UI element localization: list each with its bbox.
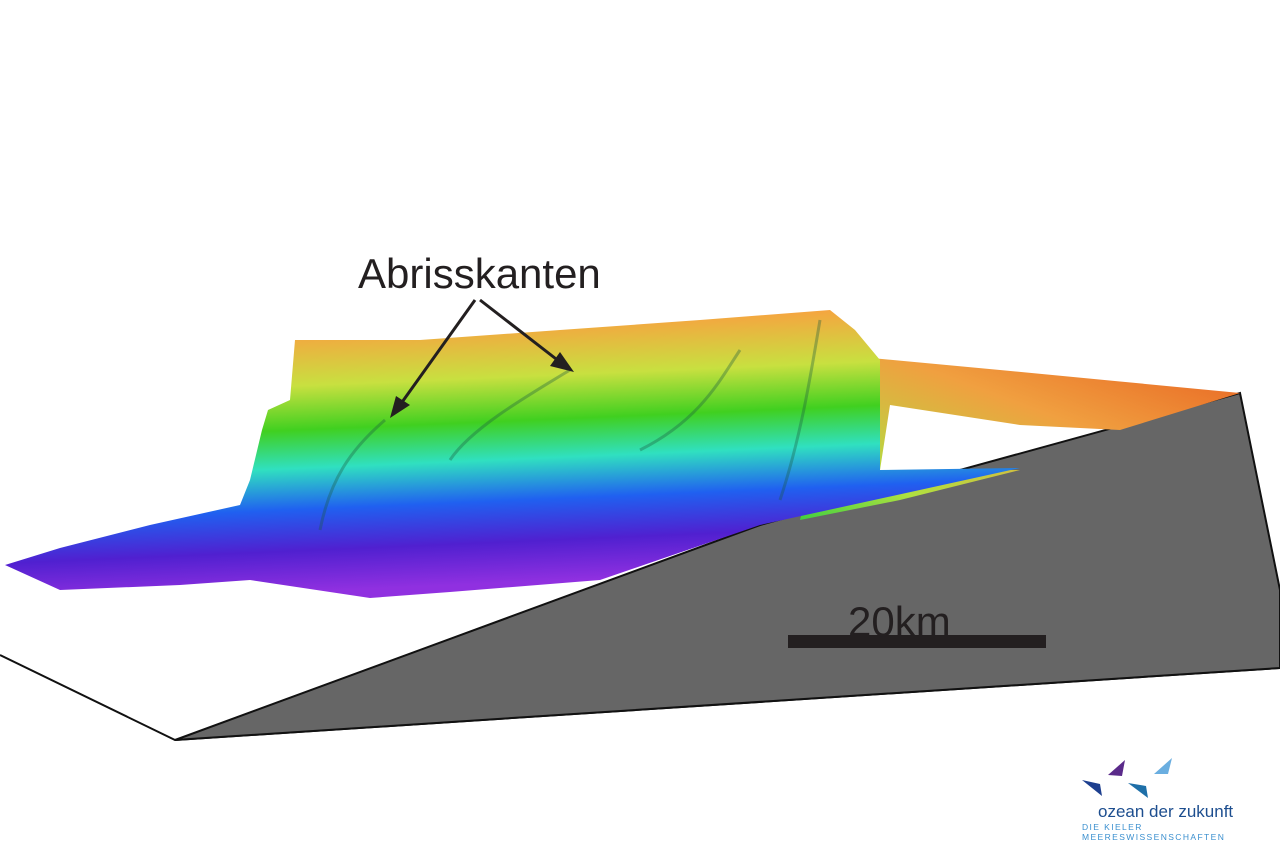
terrain-surface [5,310,1020,598]
logo-mark [1082,758,1172,798]
scale-bar [788,635,1046,648]
escarpment-ridges [318,319,822,531]
logo-tagline: DIE KIELER MEERESWISSENSCHAFTEN [1082,822,1226,842]
logo-name: ozean der zukunft [1098,802,1234,821]
annotation-arrows [390,298,574,418]
cross-section [174,391,1280,741]
abrisskanten-label: Abrisskanten [358,250,601,297]
scale-bar-label: 20km [848,598,951,645]
